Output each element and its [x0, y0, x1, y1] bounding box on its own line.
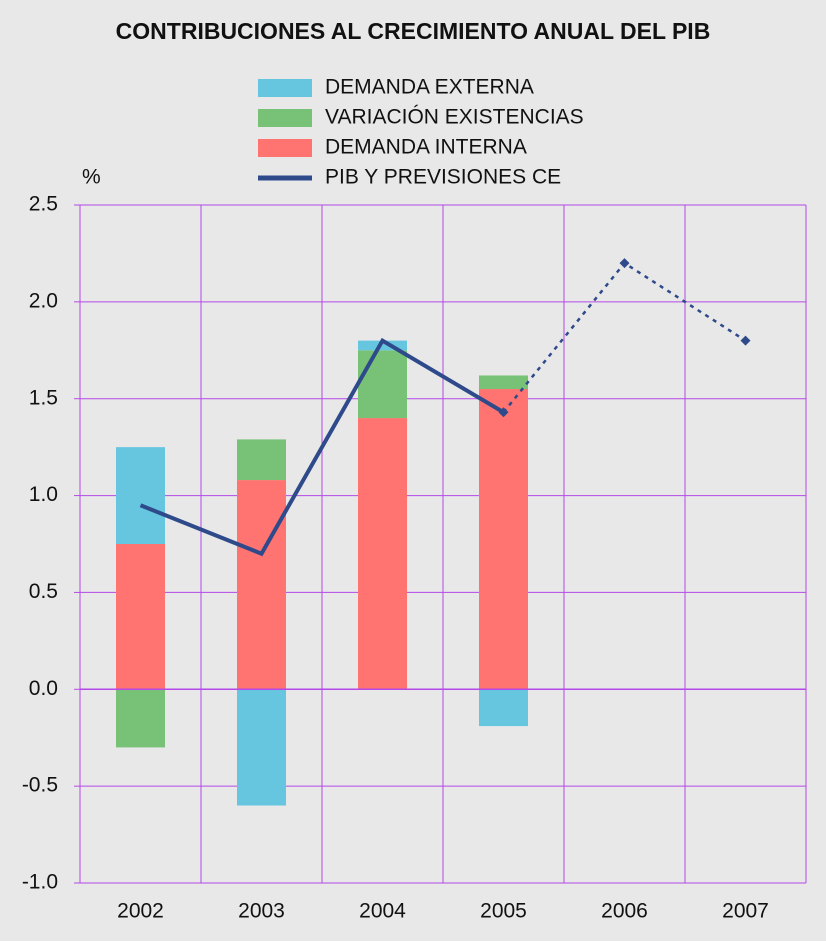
y-tick-label: 1.0 [29, 483, 58, 506]
bar [237, 689, 286, 806]
x-tick-label: 2004 [359, 900, 406, 923]
y-tick-label: 2.0 [29, 289, 58, 312]
marker [619, 258, 630, 269]
bar [358, 340, 407, 351]
x-tick-label: 2007 [722, 900, 769, 923]
bar [116, 544, 165, 690]
legend-label: DEMANDA INTERNA [325, 136, 527, 159]
legend-swatch [258, 175, 312, 181]
y-tick-label: 1.5 [29, 386, 58, 409]
legend-label: DEMANDA EXTERNA [325, 76, 534, 99]
x-tick-label: 2005 [480, 900, 527, 923]
x-tick-label: 2006 [601, 900, 648, 923]
y-tick-label: -1.0 [22, 871, 58, 894]
bar [479, 389, 528, 690]
y-tick-label: -0.5 [22, 774, 58, 797]
bar [116, 689, 165, 748]
bar [358, 418, 407, 690]
bar [116, 447, 165, 544]
chart-title: CONTRIBUCIONES AL CRECIMIENTO ANUAL DEL … [116, 18, 711, 44]
bar [479, 689, 528, 727]
y-axis-label: % [82, 166, 101, 189]
y-tick-label: 0.5 [29, 580, 58, 603]
marker [740, 335, 751, 346]
legend-label: PIB Y PREVISIONES CE [325, 166, 561, 189]
y-tick-label: 2.5 [29, 193, 58, 216]
legend-swatch [258, 109, 312, 127]
bar [237, 480, 286, 690]
marker [498, 407, 509, 418]
y-tick-label: 0.0 [29, 677, 58, 700]
x-tick-label: 2002 [117, 900, 164, 923]
legend-swatch [258, 139, 312, 157]
legend-swatch [258, 79, 312, 97]
bar [237, 439, 286, 481]
bar [479, 375, 528, 390]
bar [358, 350, 407, 419]
x-tick-label: 2003 [238, 900, 285, 923]
legend-label: VARIACIÓN EXISTENCIAS [325, 106, 584, 129]
line [139, 337, 505, 557]
